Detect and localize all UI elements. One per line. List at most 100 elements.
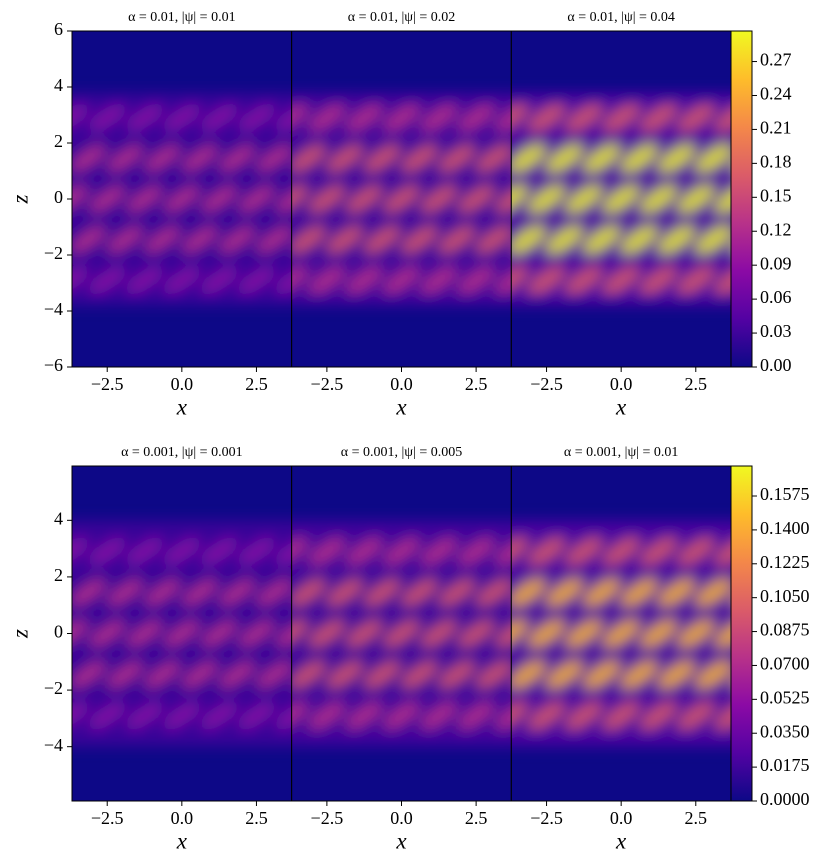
blob bbox=[677, 103, 715, 133]
blob bbox=[180, 143, 219, 174]
blob bbox=[511, 103, 528, 133]
blob bbox=[200, 103, 238, 133]
heatmap-image bbox=[72, 466, 292, 801]
blob bbox=[714, 700, 732, 731]
blob bbox=[72, 143, 107, 174]
blob bbox=[200, 536, 238, 567]
blob bbox=[363, 143, 401, 174]
blob bbox=[457, 103, 495, 133]
x-axis-label: x bbox=[176, 394, 188, 419]
blob bbox=[291, 143, 327, 174]
blob bbox=[72, 536, 89, 567]
blob bbox=[694, 143, 732, 174]
colorbar-tick-label: 0.1050 bbox=[760, 586, 810, 606]
blob bbox=[275, 618, 292, 649]
blob bbox=[511, 143, 546, 174]
heatmap-field bbox=[511, 520, 732, 747]
y-tick-label: 4 bbox=[54, 75, 63, 95]
blob bbox=[437, 577, 476, 608]
heatmap-image bbox=[291, 31, 512, 367]
blob bbox=[639, 103, 678, 133]
blob bbox=[106, 143, 144, 174]
heatmap-field bbox=[72, 92, 292, 306]
blob bbox=[565, 184, 603, 214]
colorbar-tick-label: 0.06 bbox=[760, 287, 792, 307]
blob bbox=[291, 577, 327, 608]
blob bbox=[72, 265, 89, 295]
blob bbox=[511, 700, 528, 731]
y-axis-label: z bbox=[7, 629, 32, 639]
blob bbox=[494, 700, 512, 731]
blob bbox=[511, 659, 546, 690]
blob bbox=[511, 224, 546, 255]
x-tick-label: 0.0 bbox=[610, 808, 633, 828]
blob bbox=[237, 700, 276, 731]
y-tick-label: 0 bbox=[54, 187, 63, 207]
colorbar-tick-label: 0.0350 bbox=[760, 721, 810, 741]
blob bbox=[72, 224, 107, 255]
colorbar-tick-label: 0.0875 bbox=[760, 620, 810, 640]
heatmap-field bbox=[291, 520, 512, 747]
colorbar-tick-label: 0.15 bbox=[760, 185, 792, 205]
blob bbox=[457, 184, 495, 214]
heatmap-image bbox=[511, 466, 732, 801]
x-tick-label: −2.5 bbox=[91, 808, 124, 828]
blob bbox=[457, 265, 495, 295]
colorbar-tick-label: 0.24 bbox=[760, 84, 792, 104]
blob bbox=[180, 577, 219, 608]
y-tick-label: −2 bbox=[44, 678, 63, 698]
blob bbox=[237, 265, 276, 295]
x-tick-label: 0.0 bbox=[171, 808, 194, 828]
heatmap-image bbox=[291, 466, 512, 801]
blob bbox=[437, 143, 476, 174]
blob bbox=[72, 618, 89, 649]
blob bbox=[714, 184, 732, 214]
panel-title: α = 0.001, |ψ| = 0.001 bbox=[121, 445, 243, 460]
panel-title: α = 0.01, |ψ| = 0.04 bbox=[567, 10, 675, 25]
blob bbox=[125, 618, 164, 649]
blob bbox=[291, 103, 309, 133]
y-tick-label: 4 bbox=[54, 508, 63, 528]
blob bbox=[457, 700, 495, 731]
y-tick-label: 2 bbox=[54, 565, 63, 585]
y-tick-label: 6 bbox=[54, 19, 63, 39]
x-axis-label: x bbox=[395, 828, 407, 853]
colorbar-tick-label: 0.0700 bbox=[760, 654, 810, 674]
blob bbox=[72, 577, 107, 608]
blob bbox=[639, 536, 678, 567]
blob bbox=[180, 224, 219, 255]
blob bbox=[88, 103, 126, 133]
blob bbox=[345, 103, 383, 133]
blob bbox=[400, 577, 439, 608]
colorbar-tick-label: 0.18 bbox=[760, 151, 792, 171]
blob bbox=[275, 700, 292, 731]
blob bbox=[511, 536, 528, 567]
blob bbox=[255, 143, 292, 174]
blob bbox=[363, 224, 401, 255]
blob bbox=[494, 265, 512, 295]
blob bbox=[677, 184, 715, 214]
blob bbox=[275, 536, 292, 567]
blob bbox=[125, 700, 164, 731]
blob bbox=[345, 700, 383, 731]
blob bbox=[382, 265, 421, 295]
blob bbox=[527, 265, 566, 295]
blob bbox=[106, 659, 144, 690]
blob bbox=[620, 143, 658, 174]
blob bbox=[565, 103, 603, 133]
blob bbox=[200, 700, 238, 731]
blob bbox=[72, 659, 107, 690]
blob bbox=[527, 700, 566, 731]
colorbar-tick-label: 0.03 bbox=[760, 321, 792, 341]
y-tick-label: −6 bbox=[44, 355, 63, 375]
x-axis-label: x bbox=[395, 394, 407, 419]
panel-title: α = 0.01, |ψ| = 0.02 bbox=[348, 10, 456, 25]
blob bbox=[345, 184, 383, 214]
blob bbox=[106, 224, 144, 255]
y-tick-label: −4 bbox=[44, 735, 63, 755]
blob bbox=[200, 618, 238, 649]
blob bbox=[565, 618, 603, 649]
blob bbox=[218, 224, 256, 255]
blob bbox=[494, 184, 512, 214]
blob bbox=[200, 184, 238, 214]
